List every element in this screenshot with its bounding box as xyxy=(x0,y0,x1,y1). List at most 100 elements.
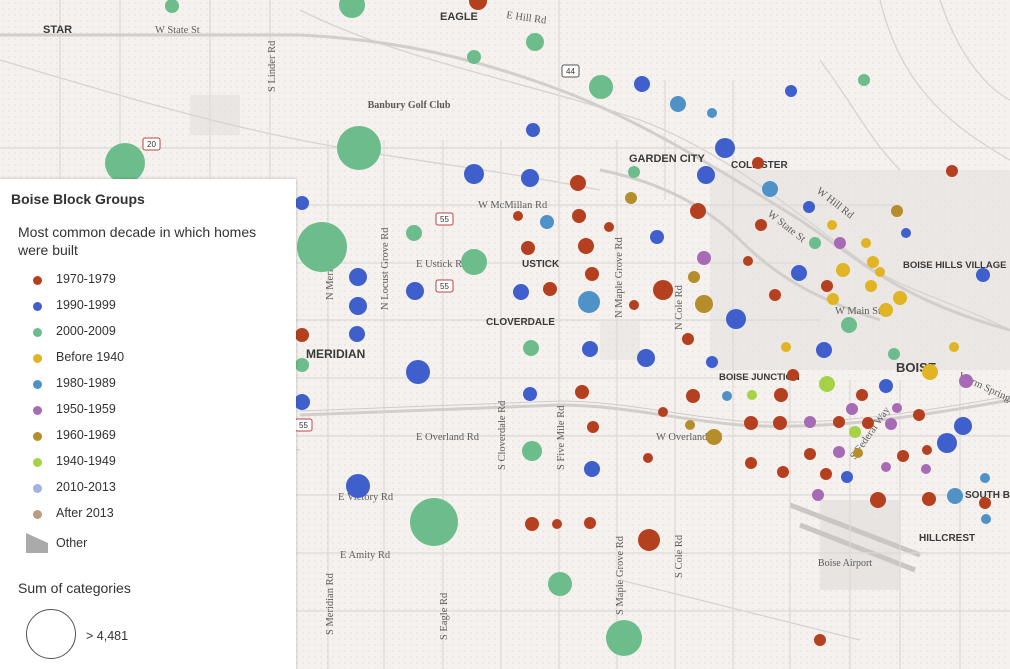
block-group[interactable] xyxy=(513,211,523,221)
block-group[interactable] xyxy=(707,108,717,118)
block-group[interactable] xyxy=(762,181,778,197)
block-group[interactable] xyxy=(853,448,863,458)
block-group[interactable] xyxy=(867,256,879,268)
block-group[interactable] xyxy=(804,416,816,428)
block-group[interactable] xyxy=(785,85,797,97)
block-group[interactable] xyxy=(875,267,885,277)
block-group[interactable] xyxy=(834,237,846,249)
block-group[interactable] xyxy=(525,517,539,531)
block-group[interactable] xyxy=(584,461,600,477)
block-group[interactable] xyxy=(980,473,990,483)
block-group[interactable] xyxy=(937,433,957,453)
block-group[interactable] xyxy=(846,403,858,415)
block-group[interactable] xyxy=(695,295,713,313)
block-group[interactable] xyxy=(892,403,902,413)
block-group[interactable] xyxy=(523,387,537,401)
block-group[interactable] xyxy=(638,529,660,551)
block-group[interactable] xyxy=(543,282,557,296)
block-group[interactable] xyxy=(337,126,381,170)
block-group[interactable] xyxy=(589,75,613,99)
block-group[interactable] xyxy=(827,293,839,305)
block-group[interactable] xyxy=(406,225,422,241)
block-group[interactable] xyxy=(572,209,586,223)
block-group[interactable] xyxy=(816,342,832,358)
block-group[interactable] xyxy=(469,0,487,10)
block-group[interactable] xyxy=(349,297,367,315)
block-group[interactable] xyxy=(949,342,959,352)
block-group[interactable] xyxy=(947,488,963,504)
block-group[interactable] xyxy=(769,289,781,301)
block-group[interactable] xyxy=(585,267,599,281)
block-group[interactable] xyxy=(827,220,837,230)
block-group[interactable] xyxy=(809,237,821,249)
block-group[interactable] xyxy=(715,138,735,158)
block-group[interactable] xyxy=(295,196,309,210)
block-group[interactable] xyxy=(526,123,540,137)
block-group[interactable] xyxy=(803,201,815,213)
block-group[interactable] xyxy=(833,446,845,458)
block-group[interactable] xyxy=(643,453,653,463)
block-group[interactable] xyxy=(856,389,868,401)
block-group[interactable] xyxy=(901,228,911,238)
block-group[interactable] xyxy=(686,389,700,403)
block-group[interactable] xyxy=(349,268,367,286)
block-group[interactable] xyxy=(897,450,909,462)
block-group[interactable] xyxy=(946,165,958,177)
block-group[interactable] xyxy=(650,230,664,244)
block-group[interactable] xyxy=(552,519,562,529)
block-group[interactable] xyxy=(349,326,365,342)
block-group[interactable] xyxy=(697,251,711,265)
block-group[interactable] xyxy=(297,222,347,272)
block-group[interactable] xyxy=(406,360,430,384)
block-group[interactable] xyxy=(841,317,857,333)
block-group[interactable] xyxy=(836,263,850,277)
block-group[interactable] xyxy=(791,265,807,281)
block-group[interactable] xyxy=(841,471,853,483)
block-group[interactable] xyxy=(697,166,715,184)
block-group[interactable] xyxy=(685,420,695,430)
block-group[interactable] xyxy=(888,348,900,360)
block-group[interactable] xyxy=(521,241,535,255)
block-group[interactable] xyxy=(526,33,544,51)
block-group[interactable] xyxy=(606,620,642,656)
block-group[interactable] xyxy=(862,417,874,429)
block-group-circles[interactable] xyxy=(105,0,991,656)
block-group[interactable] xyxy=(513,284,529,300)
block-group[interactable] xyxy=(722,391,732,401)
block-group[interactable] xyxy=(922,364,938,380)
block-group[interactable] xyxy=(879,379,893,393)
block-group[interactable] xyxy=(744,416,758,430)
block-group[interactable] xyxy=(540,215,554,229)
block-group[interactable] xyxy=(774,388,788,402)
block-group[interactable] xyxy=(467,50,481,64)
block-group[interactable] xyxy=(981,514,991,524)
block-group[interactable] xyxy=(858,74,870,86)
block-group[interactable] xyxy=(706,429,722,445)
block-group[interactable] xyxy=(976,268,990,282)
block-group[interactable] xyxy=(521,169,539,187)
block-group[interactable] xyxy=(578,291,600,313)
block-group[interactable] xyxy=(777,466,789,478)
block-group[interactable] xyxy=(879,303,893,317)
block-group[interactable] xyxy=(522,441,542,461)
block-group[interactable] xyxy=(628,166,640,178)
block-group[interactable] xyxy=(575,385,589,399)
block-group[interactable] xyxy=(921,464,931,474)
block-group[interactable] xyxy=(755,219,767,231)
block-group[interactable] xyxy=(865,280,877,292)
block-group[interactable] xyxy=(295,328,309,342)
block-group[interactable] xyxy=(604,222,614,232)
block-group[interactable] xyxy=(548,572,572,596)
block-group[interactable] xyxy=(819,376,835,392)
block-group[interactable] xyxy=(690,203,706,219)
block-group[interactable] xyxy=(658,407,668,417)
block-group[interactable] xyxy=(410,498,458,546)
block-group[interactable] xyxy=(891,205,903,217)
block-group[interactable] xyxy=(637,349,655,367)
block-group[interactable] xyxy=(584,517,596,529)
block-group[interactable] xyxy=(821,280,833,292)
block-group[interactable] xyxy=(653,280,673,300)
block-group[interactable] xyxy=(881,462,891,472)
block-group[interactable] xyxy=(670,96,686,112)
